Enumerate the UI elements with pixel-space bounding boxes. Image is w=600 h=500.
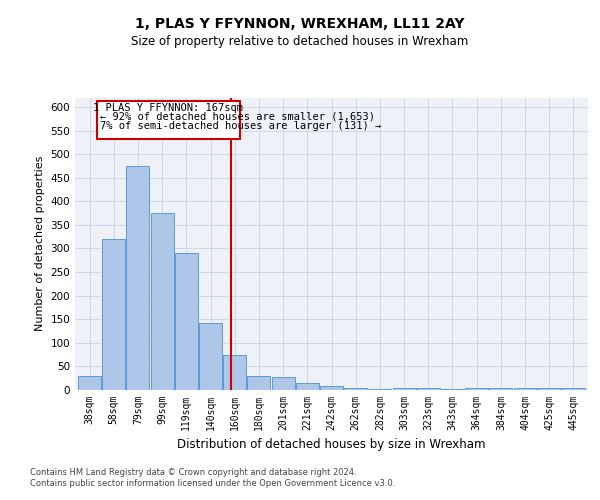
Bar: [223, 354, 246, 390]
Text: ← 92% of detached houses are smaller (1,653): ← 92% of detached houses are smaller (1,…: [100, 111, 376, 121]
Bar: [392, 388, 416, 390]
Bar: [272, 377, 295, 390]
FancyBboxPatch shape: [97, 101, 239, 138]
Bar: [465, 388, 488, 390]
Bar: [538, 388, 561, 390]
Bar: [78, 376, 101, 390]
Bar: [368, 388, 391, 390]
Y-axis label: Number of detached properties: Number of detached properties: [35, 156, 45, 332]
Bar: [490, 388, 512, 390]
Bar: [417, 388, 440, 390]
Text: Size of property relative to detached houses in Wrexham: Size of property relative to detached ho…: [131, 34, 469, 48]
Bar: [175, 253, 198, 390]
Text: 1 PLAS Y FFYNNON: 167sqm: 1 PLAS Y FFYNNON: 167sqm: [93, 102, 243, 113]
Bar: [320, 386, 343, 390]
Bar: [102, 239, 125, 390]
Bar: [151, 213, 173, 390]
Text: 1, PLAS Y FFYNNON, WREXHAM, LL11 2AY: 1, PLAS Y FFYNNON, WREXHAM, LL11 2AY: [135, 17, 465, 31]
Text: Contains HM Land Registry data © Crown copyright and database right 2024.: Contains HM Land Registry data © Crown c…: [30, 468, 356, 477]
Bar: [344, 388, 367, 390]
Bar: [127, 166, 149, 390]
Text: Contains public sector information licensed under the Open Government Licence v3: Contains public sector information licen…: [30, 479, 395, 488]
X-axis label: Distribution of detached houses by size in Wrexham: Distribution of detached houses by size …: [177, 438, 486, 452]
Text: 7% of semi-detached houses are larger (131) →: 7% of semi-detached houses are larger (1…: [100, 120, 382, 130]
Bar: [441, 388, 464, 390]
Bar: [199, 322, 222, 390]
Bar: [562, 388, 585, 390]
Bar: [514, 388, 536, 390]
Bar: [247, 376, 271, 390]
Bar: [296, 383, 319, 390]
